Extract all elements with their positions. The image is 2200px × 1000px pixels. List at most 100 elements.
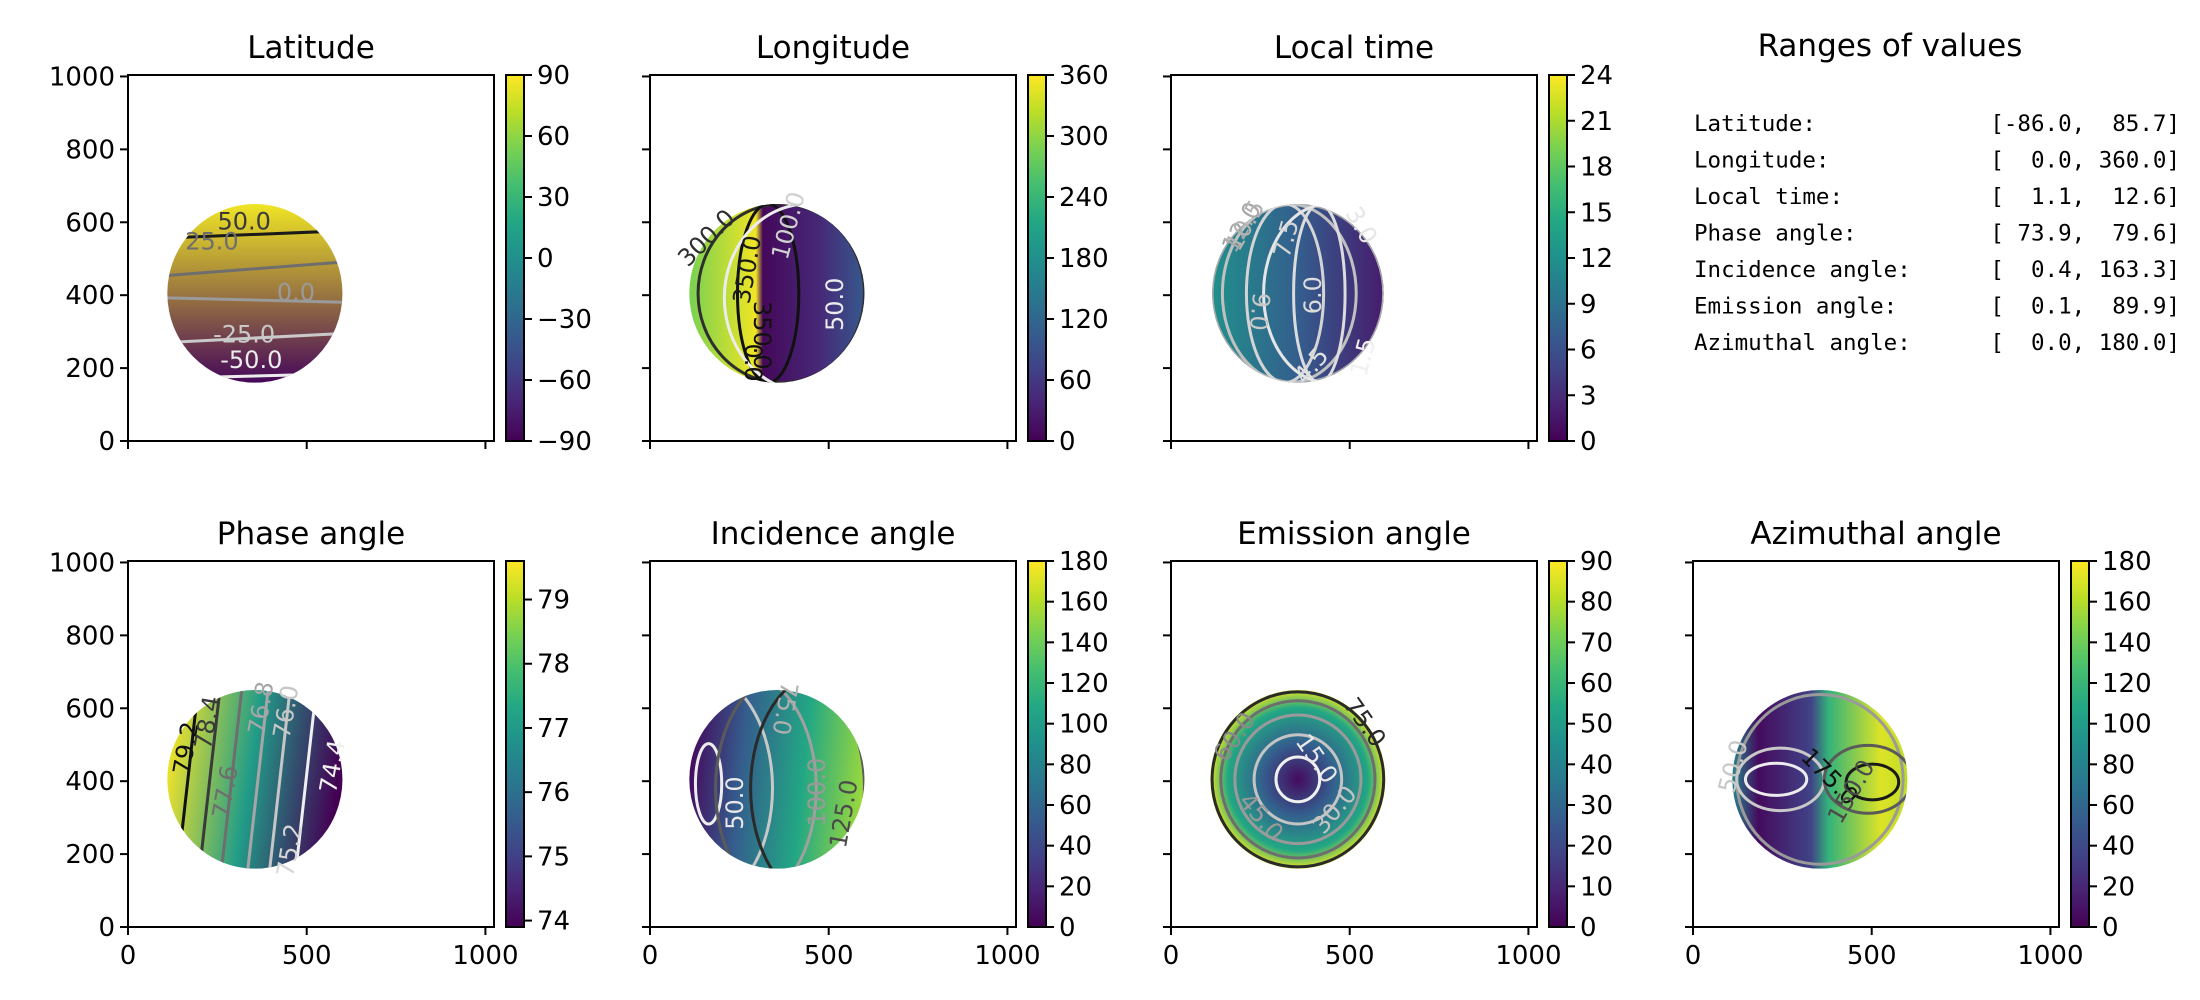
- colorbar-tick-label: 18: [1580, 153, 1613, 183]
- contour-label: 50.0: [721, 776, 749, 829]
- panel-title: Incidence angle: [711, 516, 956, 552]
- axes-frame: [1692, 560, 2060, 928]
- contour-line: [1210, 690, 1386, 869]
- contour-line: [1262, 204, 1384, 383]
- colorbar-tick-label: 100: [2102, 710, 2152, 740]
- colorbar-bar: [505, 560, 525, 928]
- panel-latitude: Latitude50.025.00.0-25.0-50.002004006008…: [49, 30, 592, 457]
- contour-lines: [1212, 204, 1384, 383]
- y-tick-label: 800: [65, 621, 115, 651]
- colorbar-tick-label: 180: [1059, 244, 1109, 274]
- colorbar-tick-label: 40: [1580, 750, 1613, 780]
- range-label: Azimuthal angle:: [1694, 330, 1911, 356]
- contour-label: -50.0: [220, 346, 282, 374]
- colorbar-tick-label: 76: [537, 778, 570, 808]
- contour-line: [220, 690, 244, 869]
- colorbar: 90 60 30 0 −30 −60 −90: [505, 61, 592, 457]
- colorbar-tick-label: 20: [1580, 832, 1613, 862]
- colorbar-tick-label: −60: [537, 366, 592, 396]
- panel-title: Latitude: [247, 30, 375, 66]
- x-tick-label: 1000: [1495, 941, 1561, 971]
- y-tick-label: 400: [65, 767, 115, 797]
- colorbar-tick-label: 80: [2102, 750, 2135, 780]
- colorbar-tick-label: 50: [1580, 710, 1613, 740]
- colorbar-bar: [1027, 74, 1047, 442]
- axes-frame: [1170, 560, 1538, 928]
- colorbar-tick-label: 75: [537, 842, 570, 872]
- x-tick-label: 500: [804, 941, 854, 971]
- contour-label: -25.0: [213, 320, 275, 348]
- y-tick-label: 600: [65, 694, 115, 724]
- panel-title: Local time: [1274, 30, 1434, 66]
- colorbar-tick-label: 24: [1580, 61, 1613, 91]
- colorbar-tick-label: 79: [537, 586, 570, 616]
- panel-title: Emission angle: [1237, 516, 1471, 552]
- colorbar-tick-label: 60: [1580, 669, 1613, 699]
- colorbar-bar: [1027, 560, 1047, 928]
- colorbar-tick-label: 0: [1059, 913, 1076, 943]
- y-tick-label: 200: [65, 354, 115, 384]
- contour-line: [294, 690, 318, 869]
- contour-line: [1244, 204, 1326, 383]
- range-value: [ 0.0, 180.0]: [1990, 330, 2180, 356]
- contour-line: [735, 204, 801, 383]
- colorbar-tick-label: 120: [1059, 305, 1109, 335]
- panel-longitude: Longitude300.0350.0100.050.0350.00.03603…: [642, 30, 1109, 457]
- y-tick-label: 200: [65, 840, 115, 870]
- range-label: Incidence angle:: [1694, 257, 1911, 283]
- axes-frame: [649, 560, 1017, 928]
- axes-frame: [1170, 74, 1538, 442]
- panel-title: Azimuthal angle: [1750, 516, 2001, 552]
- colorbar-tick-label: 360: [1059, 61, 1109, 91]
- range-label: Local time:: [1694, 184, 1843, 210]
- contour-line: [689, 690, 775, 869]
- x-tick-label: 0: [1685, 941, 1702, 971]
- y-tick-label: 800: [65, 135, 115, 165]
- colorbar: 90 80 70 60 50 40 30 20 10 0: [1548, 547, 1613, 943]
- colorbar-tick-label: 30: [537, 183, 570, 213]
- contour-line: [1252, 733, 1344, 826]
- disk-image: [1732, 690, 1908, 869]
- contour-line: [689, 690, 818, 869]
- colorbar-bar: [2070, 560, 2090, 928]
- y-tick-label: 0: [98, 913, 115, 943]
- colorbar-tick-label: 120: [1059, 669, 1109, 699]
- colorbar: 360 300 240 180 120 60 0: [1027, 61, 1109, 457]
- colorbar-tick-label: 160: [1059, 588, 1109, 618]
- x-tick-label: 500: [282, 941, 332, 971]
- contour-line: [696, 204, 865, 383]
- colorbar: 180 160 140 120 100 80 60 40 20 0: [1027, 547, 1109, 943]
- colorbar-tick-label: 77: [537, 714, 570, 744]
- contour-label: 50.0: [217, 207, 270, 235]
- x-tick-label: 0: [1163, 941, 1180, 971]
- colorbar-tick-label: 0: [2102, 913, 2119, 943]
- y-tick-label: 1000: [49, 62, 115, 92]
- range-label: Emission angle:: [1694, 294, 1897, 320]
- disk-image: [167, 690, 343, 869]
- colorbar: 79 78 77 76 75 74: [505, 560, 570, 937]
- contour-lines: [1735, 693, 1908, 866]
- contour-lines: [696, 204, 865, 383]
- x-tick-label: 0: [642, 941, 659, 971]
- axes-frame: [127, 74, 495, 442]
- contour-line: [714, 690, 865, 869]
- contour-lines: [689, 690, 865, 869]
- contour-line: [749, 690, 865, 869]
- panel-title: Longitude: [756, 30, 910, 66]
- colorbar-tick-label: 0: [1059, 427, 1076, 457]
- range-label: Latitude:: [1694, 111, 1816, 137]
- contour-label: 25.0: [185, 227, 238, 255]
- disk-image: [167, 204, 343, 383]
- colorbar-tick-label: 40: [1059, 832, 1092, 862]
- colorbar-tick-label: 60: [1059, 791, 1092, 821]
- colorbar: 24 21 18 15 12 9 6 3 0: [1548, 61, 1613, 457]
- colorbar-tick-label: 300: [1059, 122, 1109, 152]
- axes-frame: [649, 74, 1017, 442]
- colorbar-tick-label: 21: [1580, 107, 1613, 137]
- contour-line: [1219, 699, 1377, 860]
- colorbar-tick-label: 140: [1059, 628, 1109, 658]
- range-value: [ 0.4, 163.3]: [1990, 257, 2180, 283]
